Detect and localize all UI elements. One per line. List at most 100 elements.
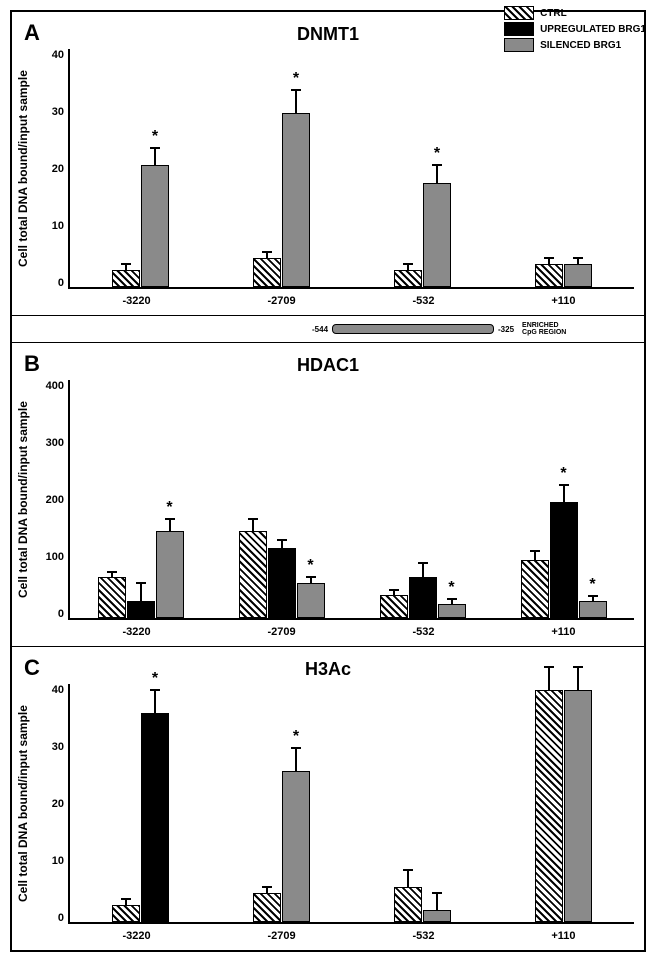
error-bar — [169, 519, 171, 531]
panel-b: BHDAC1Cell total DNA bound/input sample4… — [12, 343, 644, 647]
y-tick: 40 — [52, 49, 64, 61]
bar-group: * — [253, 113, 310, 287]
x-tick: -532 — [412, 295, 434, 307]
error-bar — [154, 690, 156, 713]
bar — [423, 910, 451, 922]
plot-area: * * * — [68, 49, 634, 289]
significance-star: * — [434, 145, 440, 163]
y-tick: 100 — [46, 551, 64, 563]
cpg-right: -325 — [498, 325, 514, 334]
bar-ctrl — [535, 690, 563, 922]
figure-container: CTRL UPREGULATED BRG1 SILENCED BRG1 ADNM… — [10, 10, 646, 952]
bar — [282, 113, 310, 287]
error-bar — [563, 485, 565, 502]
y-tick: 30 — [52, 106, 64, 118]
y-axis: 403020100 — [34, 49, 68, 289]
panel-letter: A — [24, 20, 40, 46]
error-bar — [407, 870, 409, 887]
significance-star: * — [560, 465, 566, 483]
y-tick: 0 — [58, 912, 64, 924]
bar — [564, 690, 592, 922]
x-tick: +110 — [551, 930, 575, 942]
bar — [112, 270, 140, 287]
bar-group: * — [380, 577, 466, 618]
error-bar — [295, 90, 297, 113]
bar — [380, 595, 408, 618]
bar — [141, 713, 169, 922]
significance-star: * — [152, 128, 158, 146]
bar — [156, 531, 184, 618]
panel-title: DNMT1 — [12, 12, 644, 45]
bar — [297, 583, 325, 618]
bar-sil: * — [141, 165, 169, 287]
error-bar — [154, 148, 156, 165]
x-tick: -3220 — [122, 626, 150, 638]
bar-up: * — [141, 713, 169, 922]
error-bar — [548, 667, 550, 690]
y-tick: 200 — [46, 494, 64, 506]
plot-area: ** — [68, 684, 634, 924]
bar — [394, 270, 422, 287]
error-bar — [295, 748, 297, 771]
bar — [521, 560, 549, 618]
panel-c: CH3AcCell total DNA bound/input sample40… — [12, 647, 644, 950]
x-axis-labels: -3220-2709-532+110 — [12, 293, 644, 315]
bar-ctrl — [535, 264, 563, 287]
bar-ctrl — [112, 905, 140, 922]
y-tick: 0 — [58, 277, 64, 289]
bar-up — [127, 601, 155, 618]
error-bar — [436, 893, 438, 910]
bar-group: * — [253, 771, 310, 922]
bar — [409, 577, 437, 618]
significance-star: * — [307, 557, 313, 575]
bar-up — [409, 577, 437, 618]
x-axis-labels: -3220-2709-532+110 — [12, 624, 644, 646]
bar-group: * — [239, 531, 325, 618]
bar-group: * — [112, 713, 169, 922]
bar-ctrl — [380, 595, 408, 618]
cpg-region: -544-325ENRICHEDCpG REGION — [12, 316, 644, 343]
bar — [282, 771, 310, 922]
error-bar — [577, 667, 579, 690]
bar-ctrl — [98, 577, 126, 618]
x-tick: -3220 — [122, 930, 150, 942]
y-tick: 30 — [52, 741, 64, 753]
x-tick: +110 — [551, 295, 575, 307]
bar-sil: * — [156, 531, 184, 618]
bar — [98, 577, 126, 618]
y-tick: 10 — [52, 855, 64, 867]
x-tick: -2709 — [267, 930, 295, 942]
bar-ctrl — [253, 258, 281, 287]
significance-star: * — [589, 576, 595, 594]
bar-group: * — [112, 165, 169, 287]
bar — [535, 264, 563, 287]
bar — [268, 548, 296, 618]
significance-star: * — [448, 579, 454, 597]
y-tick: 40 — [52, 684, 64, 696]
x-tick: -532 — [412, 626, 434, 638]
bar-sil: * — [282, 113, 310, 287]
error-bar — [140, 583, 142, 600]
bar-group — [394, 887, 451, 922]
bar-group: * — [98, 531, 184, 618]
y-tick: 300 — [46, 437, 64, 449]
bar-group: ** — [521, 502, 607, 618]
bar-ctrl — [112, 270, 140, 287]
bar — [239, 531, 267, 618]
bar-sil: * — [282, 771, 310, 922]
bar-ctrl — [239, 531, 267, 618]
bar — [253, 258, 281, 287]
y-axis-label: Cell total DNA bound/input sample — [16, 380, 34, 620]
y-tick: 20 — [52, 163, 64, 175]
y-tick: 400 — [46, 380, 64, 392]
bar — [423, 183, 451, 287]
bar-ctrl — [521, 560, 549, 618]
bar-sil: * — [438, 604, 466, 619]
x-tick: -3220 — [122, 295, 150, 307]
error-bar — [436, 165, 438, 182]
error-bar — [422, 563, 424, 578]
cpg-label: ENRICHEDCpG REGION — [522, 322, 566, 336]
bar-sil: * — [297, 583, 325, 618]
panel-letter: C — [24, 655, 40, 681]
bar-group — [535, 690, 592, 922]
